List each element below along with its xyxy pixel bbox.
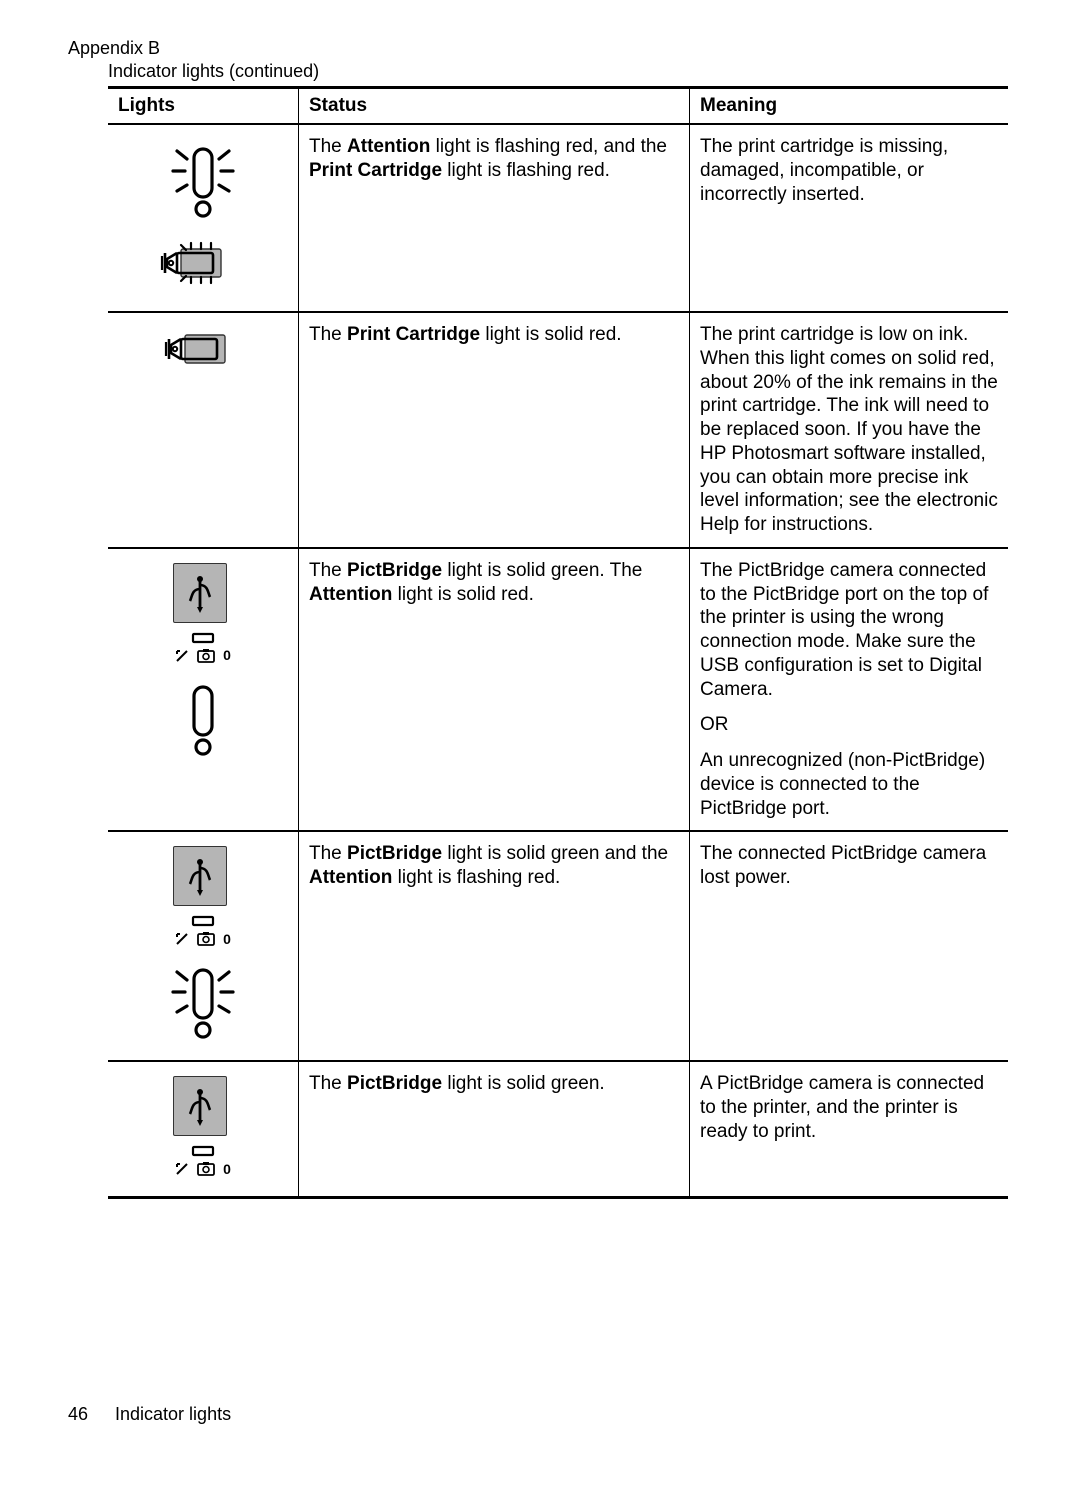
- attention-flash-icon: [163, 139, 243, 221]
- header-lights: Lights: [108, 88, 299, 125]
- page-number: 46: [68, 1404, 110, 1425]
- status-cell: The PictBridge light is solid green.: [299, 1061, 690, 1198]
- indicator-lights-table: Lights Status Meaning: [108, 86, 1008, 1199]
- camera-row-icon: 0: [173, 647, 233, 665]
- meaning-cell: A PictBridge camera is connected to the …: [690, 1061, 1009, 1198]
- page-footer: 46 Indicator lights: [68, 1404, 231, 1425]
- status-cell: The Attention light is flashing red, and…: [299, 124, 690, 312]
- footer-title: Indicator lights: [115, 1404, 231, 1424]
- cartridge-flash-icon: [155, 233, 251, 293]
- meaning-cell: The print cartridge is low on ink. When …: [690, 312, 1009, 548]
- header-status: Status: [299, 88, 690, 125]
- camera-row-icon: 0: [173, 1160, 233, 1178]
- attention-flash-icon: [163, 960, 243, 1042]
- pictbridge-solid-icon: [173, 563, 227, 623]
- header-meaning: Meaning: [690, 88, 1009, 125]
- table-row: 0 The PictBridge light is solid green. T…: [108, 548, 1008, 832]
- table-row: 0 The PictBridge light is solid green. A…: [108, 1061, 1008, 1198]
- meaning-cell: The PictBridge camera connected to the P…: [690, 548, 1009, 832]
- pictbridge-solid-icon: [173, 846, 227, 906]
- status-cell: The PictBridge light is solid green. The…: [299, 548, 690, 832]
- meaning-cell: The connected PictBridge camera lost pow…: [690, 831, 1009, 1061]
- camera-row-icon: 0: [173, 930, 233, 948]
- appendix-label: Appendix B: [68, 38, 1012, 59]
- pictbridge-solid-icon: [173, 1076, 227, 1136]
- table-row: The Print Cartridge light is solid red. …: [108, 312, 1008, 548]
- status-cell: The Print Cartridge light is solid red.: [299, 312, 690, 548]
- table-row: The Attention light is flashing red, and…: [108, 124, 1008, 312]
- attention-solid-icon: [178, 677, 228, 759]
- cartridge-solid-icon: [159, 327, 247, 371]
- table-caption: Indicator lights (continued): [108, 61, 1012, 82]
- status-cell: The PictBridge light is solid green and …: [299, 831, 690, 1061]
- table-row: 0 The PictBridge light is solid green an…: [108, 831, 1008, 1061]
- meaning-cell: The print cartridge is missing, damaged,…: [690, 124, 1009, 312]
